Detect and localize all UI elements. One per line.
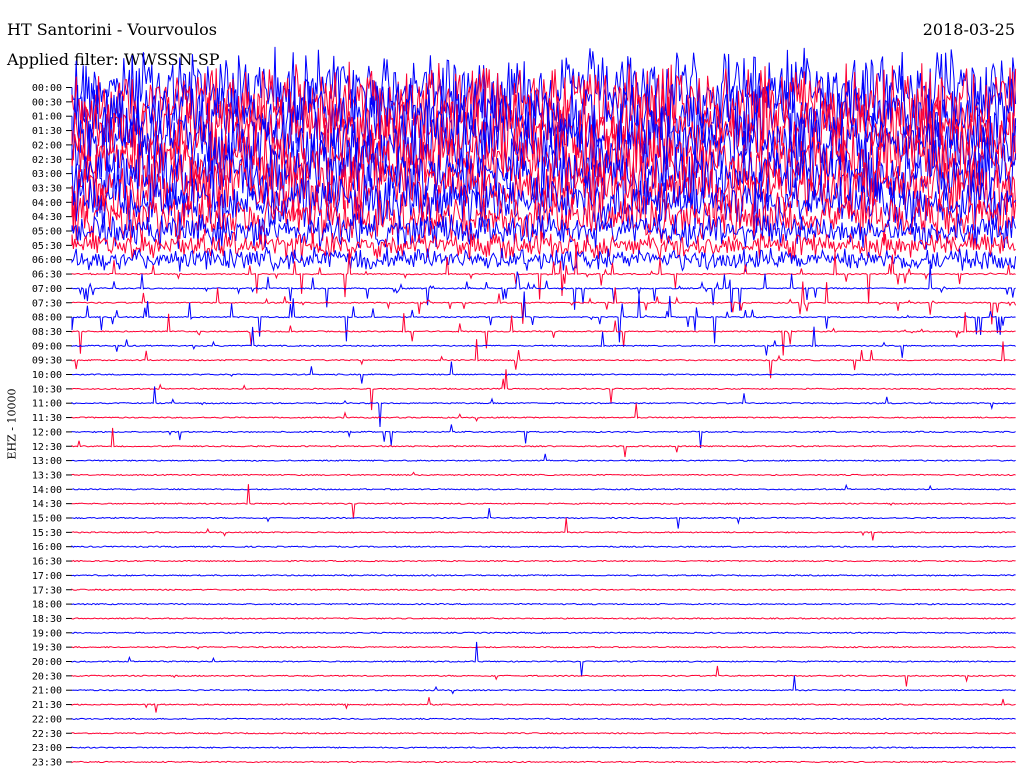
time-tick-label: 23:00 xyxy=(32,743,62,754)
trace-line xyxy=(71,188,1017,245)
time-tick-label: 13:30 xyxy=(32,470,62,481)
time-tick-label: 08:30 xyxy=(32,327,62,338)
time-tick-label: 01:00 xyxy=(32,112,62,123)
filter-label: Applied filter: WWSSN-SP xyxy=(7,50,220,69)
time-tick-label: 22:00 xyxy=(32,714,62,725)
trace-line xyxy=(71,508,1016,529)
time-tick-label: 16:30 xyxy=(32,557,62,568)
trace-line xyxy=(71,339,1016,379)
trace-line xyxy=(71,665,1016,687)
trace-line xyxy=(71,281,1017,325)
trace-line xyxy=(71,559,1016,563)
time-tick-label: 03:30 xyxy=(32,183,62,194)
time-tick-label: 10:00 xyxy=(32,370,62,381)
time-tick-label: 21:30 xyxy=(32,700,62,711)
trace-line xyxy=(71,483,1016,491)
time-tick-label: 04:30 xyxy=(32,212,62,223)
time-tick-label: 18:30 xyxy=(32,614,62,625)
trace-line xyxy=(71,631,1016,635)
record-date: 2018-03-25 xyxy=(922,20,1015,39)
trace-line xyxy=(71,697,1016,713)
trace-line xyxy=(71,717,1016,721)
time-tick-label: 06:00 xyxy=(32,255,62,266)
time-tick-label: 11:00 xyxy=(32,399,62,410)
trace-line xyxy=(71,617,1016,620)
time-tick-label: 20:30 xyxy=(32,671,62,682)
time-tick-label: 19:00 xyxy=(32,628,62,639)
time-tick-label: 13:00 xyxy=(32,456,62,467)
time-tick-label: 16:00 xyxy=(32,542,62,553)
trace-line xyxy=(71,169,1017,233)
time-tick-label: 10:30 xyxy=(32,384,62,395)
time-tick-label: 07:00 xyxy=(32,284,62,295)
time-tick-label: 04:00 xyxy=(32,198,62,209)
trace-line xyxy=(71,471,1016,477)
trace-line xyxy=(71,88,1017,174)
trace-line xyxy=(71,545,1016,548)
time-tick-label: 02:00 xyxy=(32,140,62,151)
time-tick-label: 15:00 xyxy=(32,514,62,525)
time-tick-label: 20:00 xyxy=(32,657,62,668)
trace-line xyxy=(71,732,1016,735)
time-tick-label: 15:30 xyxy=(32,528,62,539)
trace-line xyxy=(71,602,1016,606)
trace-line xyxy=(71,645,1016,650)
time-tick-label: 23:30 xyxy=(32,757,62,768)
trace-line xyxy=(71,588,1016,591)
time-tick-label: 09:00 xyxy=(32,341,62,352)
trace-line xyxy=(71,386,1016,428)
trace-line xyxy=(71,244,1016,303)
trace-line xyxy=(71,641,1016,677)
time-tick-label: 02:30 xyxy=(32,155,62,166)
trace-line xyxy=(71,312,1016,356)
trace-line xyxy=(71,760,1016,764)
time-tick-label: 22:30 xyxy=(32,729,62,740)
station-title: HT Santorini - Vourvoulos xyxy=(7,20,217,39)
time-tick-label: 01:30 xyxy=(32,126,62,137)
time-tick-label: 19:30 xyxy=(32,643,62,654)
time-tick-label: 08:00 xyxy=(32,313,62,324)
trace-line xyxy=(71,134,1017,213)
trace-line xyxy=(71,361,1016,384)
trace-line xyxy=(71,574,1016,577)
trace-line xyxy=(71,453,1016,462)
trace-line xyxy=(71,403,1016,422)
trace-line xyxy=(71,102,1017,187)
time-tick-label: 12:00 xyxy=(32,427,62,438)
time-tick-label: 11:30 xyxy=(32,413,62,424)
trace-line xyxy=(71,212,1017,251)
time-tick-label: 03:00 xyxy=(32,169,62,180)
time-tick-label: 05:00 xyxy=(32,227,62,238)
trace-line xyxy=(71,484,1016,519)
trace-line xyxy=(71,369,1016,411)
trace-line xyxy=(71,246,1017,272)
trace-line xyxy=(71,264,1016,313)
time-tick-label: 00:00 xyxy=(32,83,62,94)
time-tick-label: 18:00 xyxy=(32,600,62,611)
time-tick-label: 07:30 xyxy=(32,298,62,309)
trace-line xyxy=(71,427,1016,458)
time-tick-label: 14:00 xyxy=(32,485,62,496)
trace-line xyxy=(71,291,1016,344)
time-tick-label: 17:30 xyxy=(32,585,62,596)
trace-line xyxy=(71,326,1016,358)
trace-line xyxy=(71,424,1016,448)
time-tick-label: 14:30 xyxy=(32,499,62,510)
time-tick-label: 06:30 xyxy=(32,270,62,281)
time-tick-label: 05:30 xyxy=(32,241,62,252)
time-tick-label: 00:30 xyxy=(32,97,62,108)
trace-line xyxy=(71,517,1016,541)
time-tick-label: 09:30 xyxy=(32,356,62,367)
time-tick-label: 17:00 xyxy=(32,571,62,582)
trace-line xyxy=(71,746,1016,749)
trace-line xyxy=(71,675,1016,695)
trace-line xyxy=(71,231,1016,261)
time-tick-label: 21:00 xyxy=(32,686,62,697)
time-tick-label: 12:30 xyxy=(32,442,62,453)
